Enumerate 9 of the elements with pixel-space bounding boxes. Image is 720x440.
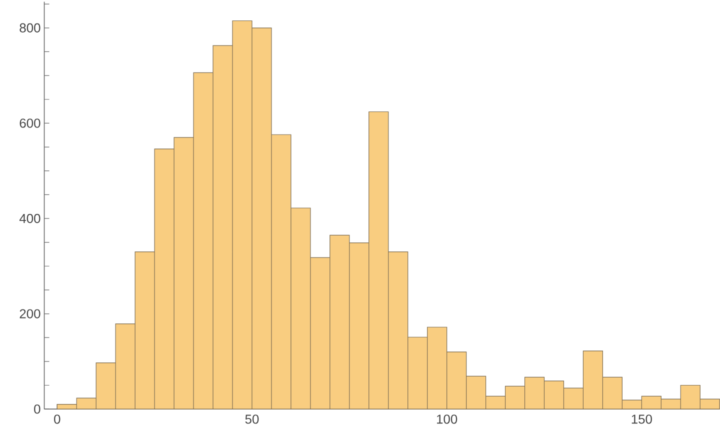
- x-tick-label: 100: [437, 414, 458, 424]
- y-tick-label: 800: [20, 23, 40, 33]
- y-tick-label: 600: [20, 118, 40, 128]
- y-tick-label: 400: [19, 214, 40, 224]
- y-tick-label: 200: [20, 309, 40, 318]
- x-tick-label: 0: [54, 414, 60, 424]
- x-tick-label: 50: [245, 414, 259, 424]
- x-tick-label: 150: [632, 414, 652, 424]
- y-tick-label: 0: [34, 404, 40, 414]
